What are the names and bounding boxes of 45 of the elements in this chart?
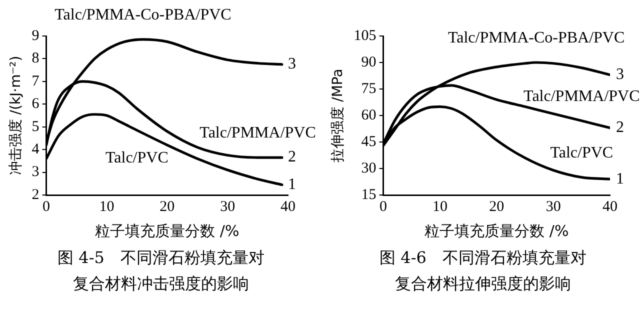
text: 图 4-5 不同滑石粉填充量对 <box>56 247 266 269</box>
annotation: 2 <box>616 119 624 136</box>
y-tick-label: 105 <box>354 28 376 44</box>
x-tick-label: 20 <box>160 198 175 215</box>
annotation: 2 <box>288 148 296 166</box>
x-tick-label: 10 <box>99 198 114 215</box>
x-tick-label: 30 <box>546 198 561 215</box>
y-tick-label: 45 <box>361 134 376 150</box>
text: 复合材料拉伸强度的影响 <box>394 273 572 295</box>
text: 图 4-6 不同滑石粉填充量对 <box>378 247 588 269</box>
y-tick-label: 8 <box>32 50 40 67</box>
annotation: Talc/PMMA/PVC <box>524 88 640 106</box>
y-axis-title: 拉伸强度 /MPa <box>330 68 346 162</box>
x-tick-label: 0 <box>380 198 388 215</box>
x-axis-title: 粒子填充质量分数 /% <box>95 222 240 240</box>
y-tick-label: 3 <box>32 164 40 180</box>
x-tick-label: 20 <box>489 198 504 215</box>
annotation: 3 <box>288 56 296 73</box>
annotation: 3 <box>616 66 624 84</box>
y-tick-label: 30 <box>361 160 376 176</box>
annotation: 1 <box>616 170 624 188</box>
y-tick-label: 4 <box>32 142 40 158</box>
y-tick-label: 2 <box>32 186 40 203</box>
x-tick-label: 30 <box>220 198 236 215</box>
x-tick-label: 0 <box>42 198 50 215</box>
y-tick-label: 5 <box>32 118 40 135</box>
y-tick-label: 15 <box>361 186 376 203</box>
x-axis-title: 粒子填充质量分数 /% <box>424 222 569 240</box>
y-tick-label: 75 <box>361 80 376 97</box>
x-tick-label: 10 <box>432 198 448 215</box>
y-tick-label: 90 <box>361 54 376 70</box>
y-tick-label: 9 <box>32 28 40 44</box>
x-tick-label: 40 <box>280 198 296 215</box>
y-tick-label: 7 <box>32 73 40 90</box>
y-tick-label: 60 <box>361 107 376 124</box>
annotation: Talc/PMMA-Co-PBA/PVC <box>448 30 625 47</box>
y-tick-label: 6 <box>32 96 40 112</box>
annotation: Talc/PMMA-Co-PBA/PVC <box>54 6 232 24</box>
annotation: Talc/PMMA/PVC <box>200 124 316 142</box>
annotation: Talc/PVC <box>550 144 614 162</box>
annotation: 1 <box>288 176 296 193</box>
annotation: Talc/PVC <box>106 149 168 166</box>
x-tick-label: 40 <box>602 198 618 215</box>
text: 复合材料冲击强度的影响 <box>72 273 250 295</box>
y-axis-title: 冲击强度 /(kJ·m⁻²) <box>8 56 24 176</box>
